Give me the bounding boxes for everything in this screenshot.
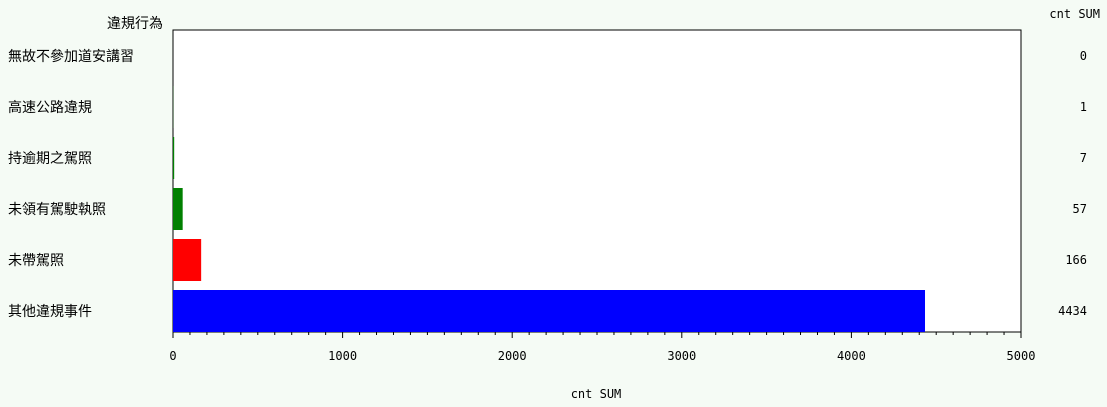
value-label: 4434 [1058,304,1087,318]
x-axis-label: cnt SUM [571,387,622,401]
x-tick-label: 2000 [498,349,527,363]
value-label: 0 [1080,49,1087,63]
bar [173,137,175,179]
category-header: 違規行為 [107,16,163,32]
plot-area [172,29,1022,333]
category-label: 持逾期之駕照 [8,151,92,167]
value-column-header: cnt SUM [1049,7,1100,21]
x-tick-label: 4000 [837,349,866,363]
category-label: 未領有駕駛執照 [8,201,106,218]
bar [173,188,183,230]
bar [173,239,202,281]
value-label: 166 [1065,253,1087,267]
category-label: 其他違規事件 [8,304,92,320]
value-label: 7 [1080,151,1087,165]
x-tick-label: 3000 [667,349,696,363]
value-label: 1 [1080,100,1087,114]
category-label: 高速公路違規 [8,99,92,116]
value-label: 57 [1073,202,1087,216]
category-label: 未帶駕照 [8,253,64,269]
category-label: 無故不參加道安講習 [8,49,134,65]
x-tick-label: 0 [169,349,176,363]
x-tick-label: 1000 [328,349,357,363]
bar [173,290,926,332]
x-tick-label: 5000 [1007,349,1036,363]
